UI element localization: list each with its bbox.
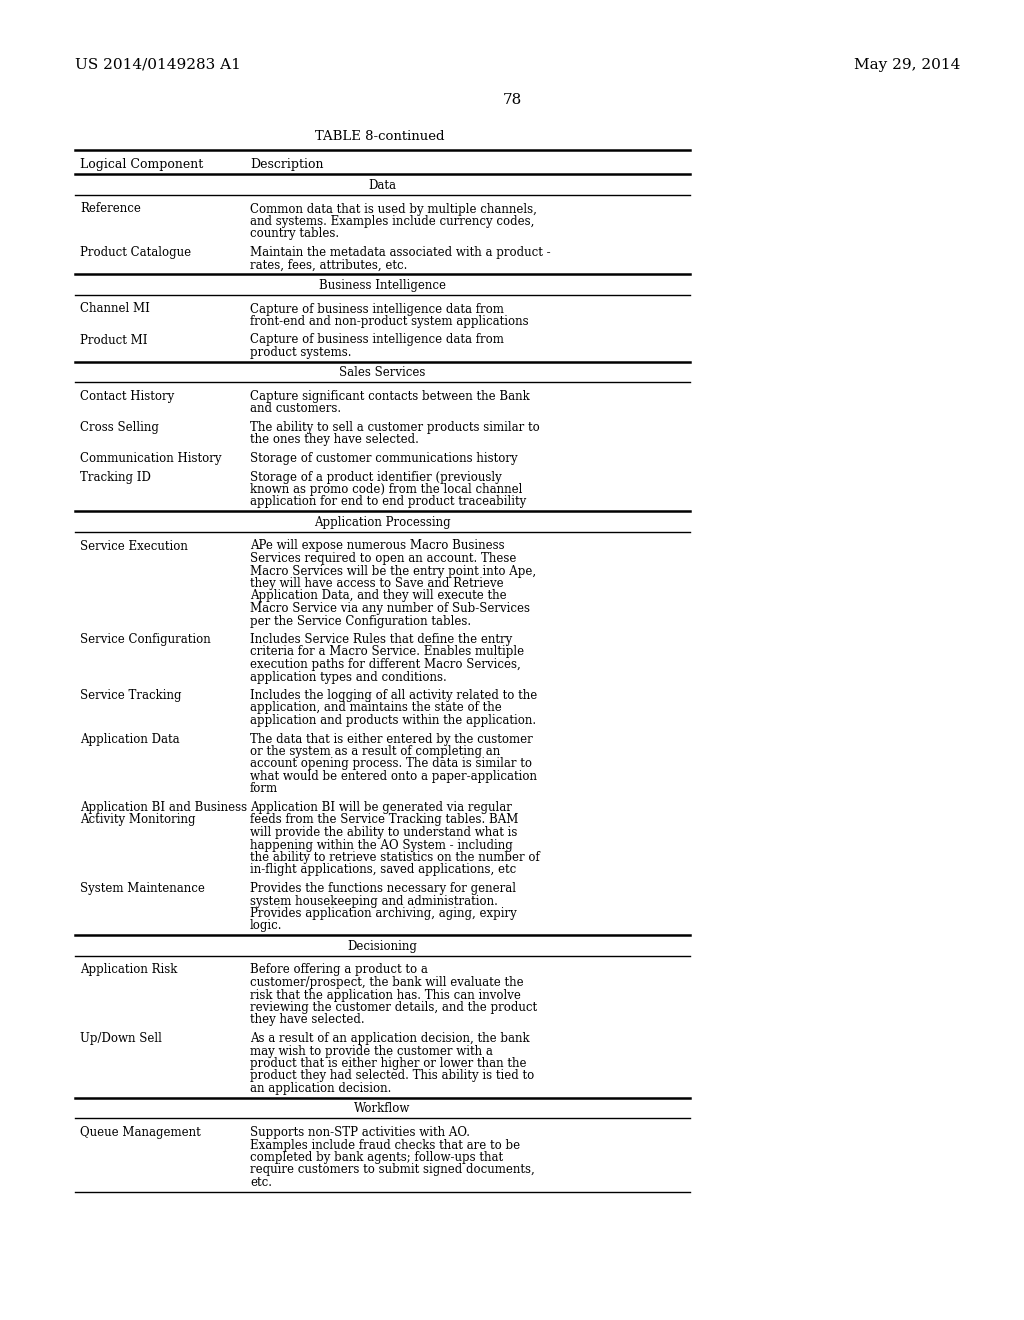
Text: in-flight applications, saved applications, etc: in-flight applications, saved applicatio… (250, 863, 516, 876)
Text: product they had selected. This ability is tied to: product they had selected. This ability … (250, 1069, 535, 1082)
Text: Communication History: Communication History (80, 451, 221, 465)
Text: Product MI: Product MI (80, 334, 147, 346)
Text: and systems. Examples include currency codes,: and systems. Examples include currency c… (250, 215, 535, 228)
Text: Application Risk: Application Risk (80, 964, 177, 977)
Text: Service Configuration: Service Configuration (80, 634, 211, 645)
Text: may wish to provide the customer with a: may wish to provide the customer with a (250, 1044, 493, 1057)
Text: what would be entered onto a paper-application: what would be entered onto a paper-appli… (250, 770, 537, 783)
Text: System Maintenance: System Maintenance (80, 882, 205, 895)
Text: Application Data, and they will execute the: Application Data, and they will execute … (250, 590, 507, 602)
Text: application for end to end product traceability: application for end to end product trace… (250, 495, 526, 508)
Text: The ability to sell a customer products similar to: The ability to sell a customer products … (250, 421, 540, 434)
Text: Examples include fraud checks that are to be: Examples include fraud checks that are t… (250, 1138, 520, 1151)
Text: Product Catalogue: Product Catalogue (80, 246, 191, 259)
Text: Maintain the metadata associated with a product -: Maintain the metadata associated with a … (250, 246, 551, 259)
Text: feeds from the Service Tracking tables. BAM: feeds from the Service Tracking tables. … (250, 813, 518, 826)
Text: completed by bank agents; follow-ups that: completed by bank agents; follow-ups tha… (250, 1151, 503, 1164)
Text: Queue Management: Queue Management (80, 1126, 201, 1139)
Text: 78: 78 (503, 92, 521, 107)
Text: risk that the application has. This can involve: risk that the application has. This can … (250, 989, 521, 1002)
Text: As a result of an application decision, the bank: As a result of an application decision, … (250, 1032, 529, 1045)
Text: Provides application archiving, aging, expiry: Provides application archiving, aging, e… (250, 907, 517, 920)
Text: Workflow: Workflow (354, 1102, 411, 1115)
Text: The data that is either entered by the customer: The data that is either entered by the c… (250, 733, 532, 746)
Text: the ability to retrieve statistics on the number of: the ability to retrieve statistics on th… (250, 851, 540, 865)
Text: Provides the functions necessary for general: Provides the functions necessary for gen… (250, 882, 516, 895)
Text: application, and maintains the state of the: application, and maintains the state of … (250, 701, 502, 714)
Text: reviewing the customer details, and the product: reviewing the customer details, and the … (250, 1001, 538, 1014)
Text: Includes Service Rules that define the entry: Includes Service Rules that define the e… (250, 634, 512, 645)
Text: US 2014/0149283 A1: US 2014/0149283 A1 (75, 58, 241, 73)
Text: system housekeeping and administration.: system housekeeping and administration. (250, 895, 498, 908)
Text: Activity Monitoring: Activity Monitoring (80, 813, 196, 826)
Text: Reference: Reference (80, 202, 141, 215)
Text: Logical Component: Logical Component (80, 158, 203, 172)
Text: TABLE 8-continued: TABLE 8-continued (315, 129, 444, 143)
Text: an application decision.: an application decision. (250, 1082, 391, 1096)
Text: rates, fees, attributes, etc.: rates, fees, attributes, etc. (250, 259, 408, 272)
Text: Macro Service via any number of Sub-Services: Macro Service via any number of Sub-Serv… (250, 602, 530, 615)
Text: execution paths for different Macro Services,: execution paths for different Macro Serv… (250, 657, 521, 671)
Text: etc.: etc. (250, 1176, 272, 1189)
Text: Includes the logging of all activity related to the: Includes the logging of all activity rel… (250, 689, 538, 702)
Text: product systems.: product systems. (250, 346, 351, 359)
Text: Storage of customer communications history: Storage of customer communications histo… (250, 451, 517, 465)
Text: they will have access to Save and Retrieve: they will have access to Save and Retrie… (250, 577, 504, 590)
Text: Services required to open an account. These: Services required to open an account. Th… (250, 552, 516, 565)
Text: require customers to submit signed documents,: require customers to submit signed docum… (250, 1163, 535, 1176)
Text: application types and conditions.: application types and conditions. (250, 671, 446, 684)
Text: will provide the ability to understand what is: will provide the ability to understand w… (250, 826, 517, 840)
Text: Business Intelligence: Business Intelligence (319, 279, 446, 292)
Text: customer/prospect, the bank will evaluate the: customer/prospect, the bank will evaluat… (250, 975, 523, 989)
Text: Channel MI: Channel MI (80, 302, 150, 315)
Text: logic.: logic. (250, 920, 283, 932)
Text: Up/Down Sell: Up/Down Sell (80, 1032, 162, 1045)
Text: they have selected.: they have selected. (250, 1014, 365, 1027)
Text: Data: Data (369, 180, 396, 191)
Text: Capture of business intelligence data from: Capture of business intelligence data fr… (250, 302, 504, 315)
Text: Supports non-STP activities with AO.: Supports non-STP activities with AO. (250, 1126, 470, 1139)
Text: Cross Selling: Cross Selling (80, 421, 159, 434)
Text: and customers.: and customers. (250, 403, 341, 416)
Text: account opening process. The data is similar to: account opening process. The data is sim… (250, 758, 532, 771)
Text: Application BI will be generated via regular: Application BI will be generated via reg… (250, 801, 512, 814)
Text: Contact History: Contact History (80, 389, 174, 403)
Text: form: form (250, 783, 279, 796)
Text: Application BI and Business: Application BI and Business (80, 801, 247, 814)
Text: Before offering a product to a: Before offering a product to a (250, 964, 428, 977)
Text: Capture significant contacts between the Bank: Capture significant contacts between the… (250, 389, 529, 403)
Text: Decisioning: Decisioning (347, 940, 418, 953)
Text: Capture of business intelligence data from: Capture of business intelligence data fr… (250, 334, 504, 346)
Text: Application Data: Application Data (80, 733, 179, 746)
Text: per the Service Configuration tables.: per the Service Configuration tables. (250, 615, 471, 627)
Text: criteria for a Macro Service. Enables multiple: criteria for a Macro Service. Enables mu… (250, 645, 524, 659)
Text: Common data that is used by multiple channels,: Common data that is used by multiple cha… (250, 202, 537, 215)
Text: Macro Services will be the entry point into Ape,: Macro Services will be the entry point i… (250, 565, 537, 578)
Text: the ones they have selected.: the ones they have selected. (250, 433, 419, 446)
Text: Storage of a product identifier (previously: Storage of a product identifier (previou… (250, 470, 502, 483)
Text: country tables.: country tables. (250, 227, 339, 240)
Text: application and products within the application.: application and products within the appl… (250, 714, 537, 727)
Text: APe will expose numerous Macro Business: APe will expose numerous Macro Business (250, 540, 505, 553)
Text: product that is either higher or lower than the: product that is either higher or lower t… (250, 1057, 526, 1071)
Text: Application Processing: Application Processing (314, 516, 451, 529)
Text: Service Execution: Service Execution (80, 540, 187, 553)
Text: known as promo code) from the local channel: known as promo code) from the local chan… (250, 483, 522, 496)
Text: Tracking ID: Tracking ID (80, 470, 151, 483)
Text: Service Tracking: Service Tracking (80, 689, 181, 702)
Text: happening within the AO System - including: happening within the AO System - includi… (250, 838, 513, 851)
Text: Description: Description (250, 158, 324, 172)
Text: Sales Services: Sales Services (339, 367, 426, 380)
Text: May 29, 2014: May 29, 2014 (854, 58, 961, 73)
Text: or the system as a result of completing an: or the system as a result of completing … (250, 744, 501, 758)
Text: front-end and non-product system applications: front-end and non-product system applica… (250, 315, 528, 327)
